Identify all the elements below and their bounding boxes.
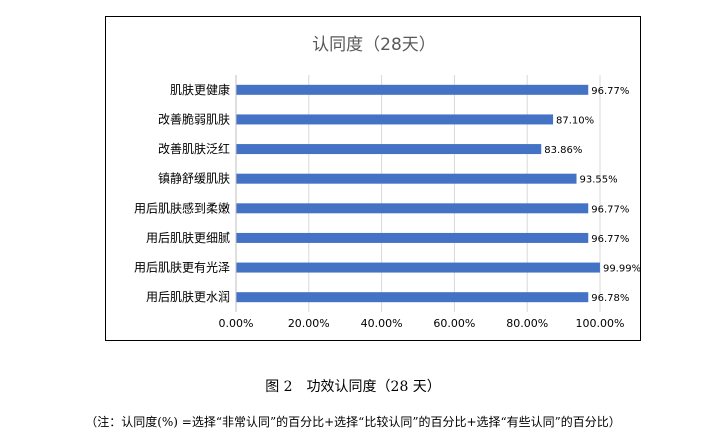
figure-caption: 图 2 功效认同度（28 天） [265,379,441,395]
bar [236,203,589,214]
category-label: 镇静舒缓肌肤 [158,171,230,186]
x-tick-label: 0.00% [219,317,254,330]
x-tick-label: 60.00% [433,317,475,330]
category-label: 用后肌肤更细腻 [146,230,230,245]
data-label: 96.78% [591,293,629,304]
x-tick-label: 40.00% [361,317,403,330]
bar-chart: 认同度（28天） 0.00% 20.00% 40.00% 60.00% 80.00% 100… [134,35,641,330]
data-label: 96.77% [591,204,629,215]
chart-frame: 认同度（28天） 0.00% 20.00% 40.00% 60.00% 80.00% 100… [105,16,641,341]
category-label: 改善肌肤泛红 [158,141,230,156]
bar [236,292,589,303]
data-label: 87.10% [556,115,594,126]
x-tick-label: 80.00% [506,317,548,330]
x-tick-label: 100.00% [576,317,625,330]
data-label: 93.55% [580,175,618,186]
x-tick-label: 20.00% [288,317,330,330]
category-label: 肌肤更健康 [170,82,230,97]
bar [236,232,589,243]
figure-note: （注：认同度(%) =选择“非常认同”的百分比+选择“比较认同”的百分比+选择“… [85,415,621,429]
category-label: 用后肌肤更水润 [146,289,230,304]
data-label: 96.77% [591,234,629,245]
category-label: 改善脆弱肌肤 [158,111,230,126]
bar [236,114,554,125]
bar [236,84,589,95]
category-label: 用后肌肤感到柔嫩 [134,200,230,215]
bar [236,144,542,155]
data-label: 96.77% [591,86,629,97]
bar [236,173,577,184]
data-label: 99.99% [603,264,641,275]
data-label: 83.86% [544,145,582,156]
bar [236,262,600,273]
category-label: 用后肌肤更有光泽 [134,260,230,275]
chart-title: 认同度（28天） [312,35,436,55]
